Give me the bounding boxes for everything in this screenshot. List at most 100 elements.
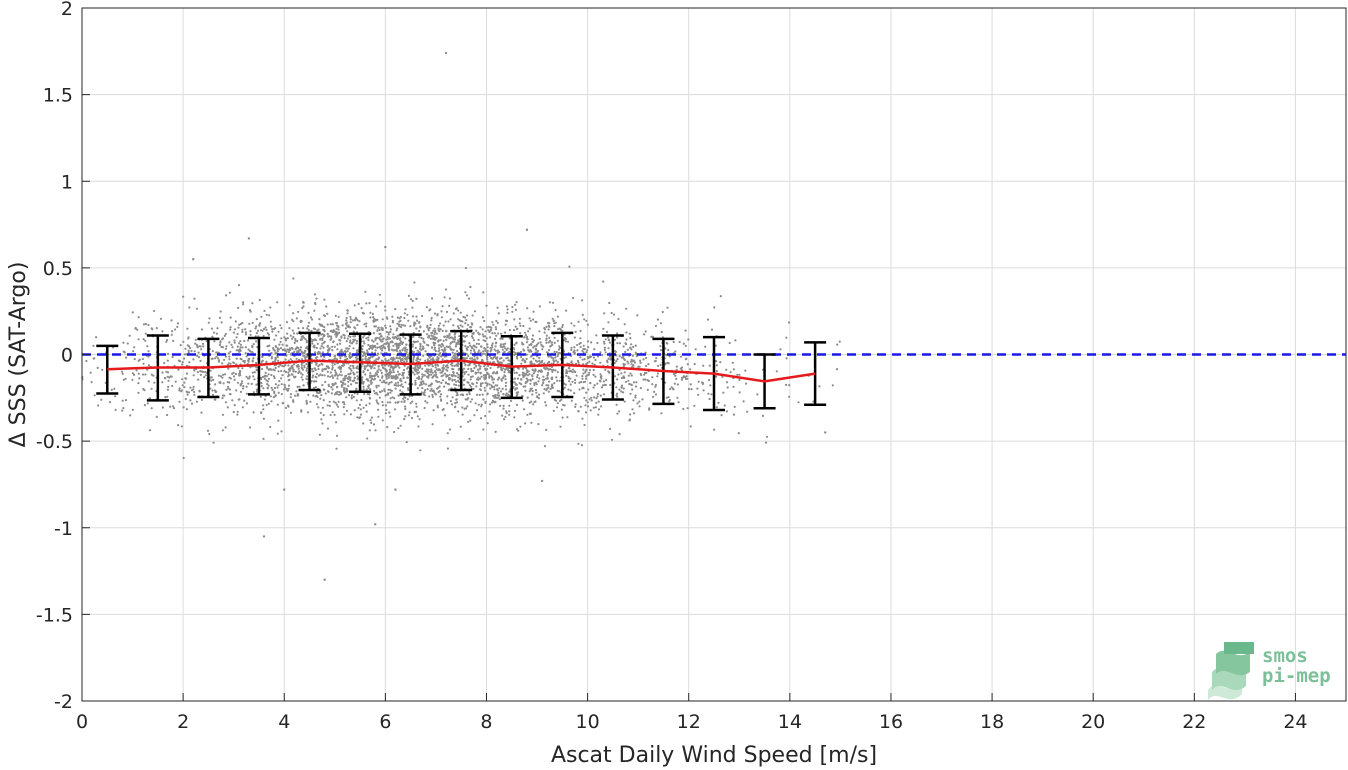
scatter-point [319, 397, 322, 400]
scatter-point [376, 346, 379, 349]
scatter-point [537, 397, 541, 400]
scatter-point [466, 405, 469, 408]
scatter-point [345, 319, 348, 322]
scatter-point [390, 371, 393, 374]
scatter-point [568, 380, 571, 383]
scatter-point [373, 325, 376, 328]
scatter-point [632, 345, 635, 348]
scatter-point [477, 376, 480, 379]
scatter-point [282, 402, 285, 405]
scatter-point [379, 300, 382, 303]
scatter-point [302, 351, 305, 354]
scatter-point [238, 348, 241, 351]
scatter-point [589, 409, 592, 412]
scatter-point [420, 336, 423, 339]
scatter-point [438, 347, 441, 350]
scatter-point [365, 322, 368, 325]
scatter-point [453, 383, 456, 386]
scatter-point [399, 424, 402, 427]
scatter-point [436, 364, 440, 367]
scatter-point [222, 373, 225, 376]
scatter-point [161, 371, 164, 374]
scatter-point [416, 340, 419, 343]
scatter-point [534, 381, 538, 384]
scatter-point [272, 348, 275, 351]
scatter-point [484, 348, 487, 351]
scatter-point [235, 336, 238, 339]
scatter-point [125, 356, 128, 359]
scatter-point [457, 376, 460, 379]
scatter-point [369, 397, 372, 400]
scatter-point [447, 345, 450, 349]
scatter-point [514, 303, 517, 306]
scatter-point [389, 325, 392, 328]
scatter-point [443, 385, 446, 388]
scatter-point [252, 357, 255, 360]
scatter-point [219, 310, 222, 313]
scatter-point [701, 381, 704, 384]
scatter-point [240, 380, 244, 383]
scatter-point [335, 434, 339, 437]
scatter-point [444, 365, 448, 368]
scatter-point [453, 338, 457, 341]
scatter-point [343, 358, 346, 361]
scatter-point [382, 337, 385, 340]
scatter-point [273, 392, 276, 395]
scatter-point [342, 401, 345, 404]
scatter-point [176, 325, 179, 328]
scatter-point [353, 319, 356, 322]
scatter-point [713, 428, 716, 431]
scatter-point [269, 306, 272, 309]
scatter-point [265, 366, 268, 369]
scatter-point [482, 350, 485, 353]
scatter-point [610, 311, 613, 315]
scatter-point [244, 352, 247, 355]
x-tick-label: 6 [379, 711, 391, 733]
scatter-point [273, 386, 277, 390]
scatter-point [277, 330, 280, 333]
scatter-point [392, 371, 395, 374]
scatter-point [603, 346, 607, 349]
x-tick-label: 16 [879, 711, 903, 733]
scatter-point [433, 336, 436, 339]
scatter-point [263, 309, 266, 312]
scatter-point [369, 356, 372, 359]
scatter-point [429, 384, 432, 387]
scatter-point [121, 372, 124, 375]
scatter-point [576, 349, 579, 352]
scatter-point [251, 359, 254, 362]
scatter-point [430, 373, 433, 376]
scatter-point [229, 328, 232, 331]
scatter-point [331, 382, 334, 386]
scatter-point [457, 363, 460, 366]
scatter-point [684, 344, 687, 347]
scatter-point [689, 425, 692, 428]
scatter-point [536, 351, 539, 354]
scatter-point [307, 321, 311, 324]
scatter-point [593, 348, 596, 351]
scatter-point [547, 355, 550, 358]
scatter-point [471, 323, 474, 326]
scatter-point [448, 428, 452, 431]
scatter-point [486, 422, 489, 425]
scatter-point [444, 51, 448, 55]
scatter-point [592, 406, 595, 409]
scatter-point [514, 325, 517, 328]
scatter-point [563, 404, 566, 407]
scatter-point [245, 402, 249, 405]
scatter-point [302, 327, 305, 330]
scatter-point [384, 412, 387, 415]
scatter-point [277, 391, 280, 394]
scatter-point [278, 380, 281, 383]
scatter-point [573, 346, 576, 349]
scatter-point [603, 312, 606, 315]
scatter-point [483, 319, 486, 323]
scatter-point [223, 358, 226, 361]
scatter-point [361, 345, 364, 348]
scatter-point [317, 406, 320, 409]
scatter-point [470, 385, 473, 388]
scatter-point [361, 348, 364, 351]
scatter-point [147, 364, 150, 367]
scatter-point [725, 410, 729, 413]
scatter-point [481, 316, 485, 319]
